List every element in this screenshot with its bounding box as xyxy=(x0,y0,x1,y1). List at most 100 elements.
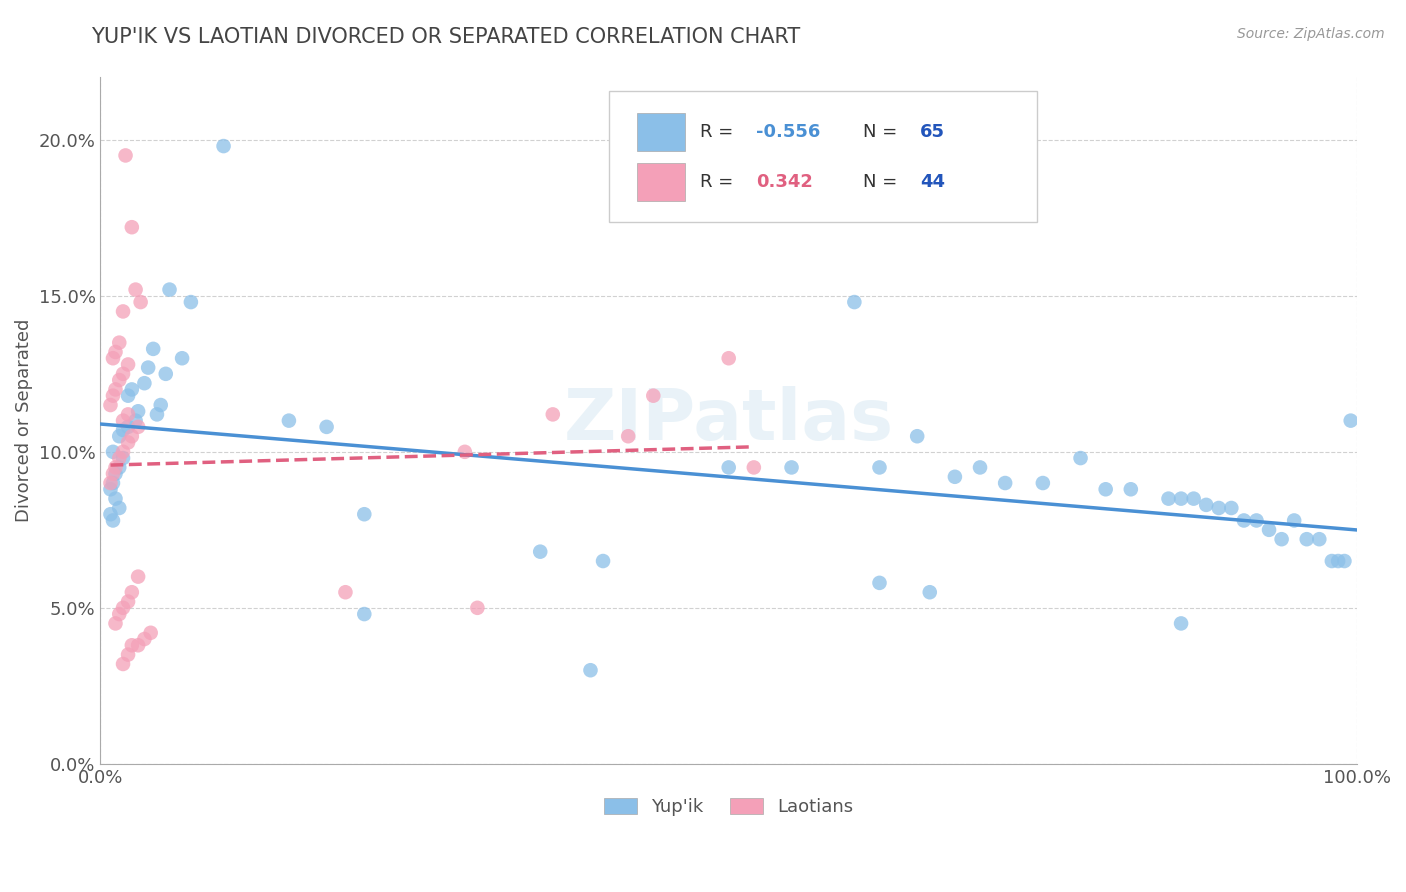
Point xyxy=(108,373,131,387)
Point xyxy=(454,445,477,459)
Point xyxy=(315,420,337,434)
Point xyxy=(1333,554,1355,568)
Point xyxy=(780,460,803,475)
Point xyxy=(124,414,146,428)
Point xyxy=(121,429,143,443)
FancyBboxPatch shape xyxy=(637,163,685,201)
Point xyxy=(142,342,165,356)
Point xyxy=(869,575,891,590)
Point xyxy=(101,445,124,459)
Point xyxy=(112,423,135,437)
FancyBboxPatch shape xyxy=(609,91,1036,221)
Text: 0.342: 0.342 xyxy=(756,173,813,191)
Point xyxy=(1327,554,1350,568)
Point xyxy=(717,351,740,366)
Point xyxy=(969,460,991,475)
Point xyxy=(124,283,146,297)
Text: 65: 65 xyxy=(920,123,945,141)
Point xyxy=(869,460,891,475)
Point xyxy=(617,429,640,443)
Point xyxy=(127,638,149,652)
Text: N =: N = xyxy=(863,123,903,141)
Legend: Yup'ik, Laotians: Yup'ik, Laotians xyxy=(596,790,860,823)
Point xyxy=(108,451,131,466)
Point xyxy=(277,414,299,428)
Point xyxy=(1320,554,1343,568)
Point xyxy=(1295,532,1317,546)
Point xyxy=(112,451,135,466)
Point xyxy=(1182,491,1205,506)
Point xyxy=(1208,500,1230,515)
Point xyxy=(100,398,122,412)
Point xyxy=(212,139,235,153)
Point xyxy=(108,335,131,350)
Point xyxy=(1094,483,1116,497)
Point xyxy=(1308,532,1330,546)
Text: N =: N = xyxy=(863,173,903,191)
Point xyxy=(1070,451,1092,466)
Point xyxy=(104,491,127,506)
Point xyxy=(117,648,139,662)
Point xyxy=(117,389,139,403)
Point xyxy=(101,513,124,527)
Point xyxy=(994,476,1017,491)
Point xyxy=(180,295,202,310)
Point xyxy=(905,429,928,443)
Point xyxy=(112,600,135,615)
Point xyxy=(149,398,172,412)
Point xyxy=(104,460,127,475)
Point xyxy=(1340,414,1362,428)
Point xyxy=(121,638,143,652)
Point xyxy=(101,476,124,491)
Y-axis label: Divorced or Separated: Divorced or Separated xyxy=(15,319,32,523)
Text: 44: 44 xyxy=(920,173,945,191)
Point xyxy=(1170,616,1192,631)
Point xyxy=(1258,523,1281,537)
Point xyxy=(1282,513,1305,527)
Point xyxy=(1271,532,1294,546)
Point xyxy=(943,470,966,484)
Point xyxy=(353,607,375,621)
Point xyxy=(112,304,135,318)
Point xyxy=(108,607,131,621)
Point xyxy=(172,351,194,366)
Point xyxy=(335,585,357,599)
Point xyxy=(121,220,143,235)
Point xyxy=(117,594,139,608)
Point xyxy=(121,585,143,599)
Point xyxy=(104,616,127,631)
Point xyxy=(1233,513,1256,527)
Point xyxy=(117,420,139,434)
Point xyxy=(114,148,136,162)
Point xyxy=(117,435,139,450)
Text: -0.556: -0.556 xyxy=(756,123,821,141)
Point xyxy=(108,500,131,515)
Point xyxy=(101,389,124,403)
Point xyxy=(112,445,135,459)
FancyBboxPatch shape xyxy=(637,112,685,151)
Point xyxy=(1246,513,1268,527)
Text: ZIPatlas: ZIPatlas xyxy=(564,386,894,455)
Point xyxy=(643,389,665,403)
Point xyxy=(353,507,375,521)
Point xyxy=(1119,483,1142,497)
Point xyxy=(717,460,740,475)
Point xyxy=(742,460,765,475)
Point xyxy=(136,360,159,375)
Point xyxy=(134,376,156,391)
Point xyxy=(101,467,124,481)
Point xyxy=(134,632,156,646)
Point xyxy=(112,414,135,428)
Point xyxy=(1157,491,1180,506)
Point xyxy=(101,351,124,366)
Point xyxy=(146,408,169,422)
Point xyxy=(467,600,489,615)
Point xyxy=(100,483,122,497)
Point xyxy=(108,460,131,475)
Point xyxy=(117,358,139,372)
Point xyxy=(129,295,152,310)
Point xyxy=(139,625,162,640)
Point xyxy=(121,383,143,397)
Point xyxy=(1170,491,1192,506)
Point xyxy=(918,585,941,599)
